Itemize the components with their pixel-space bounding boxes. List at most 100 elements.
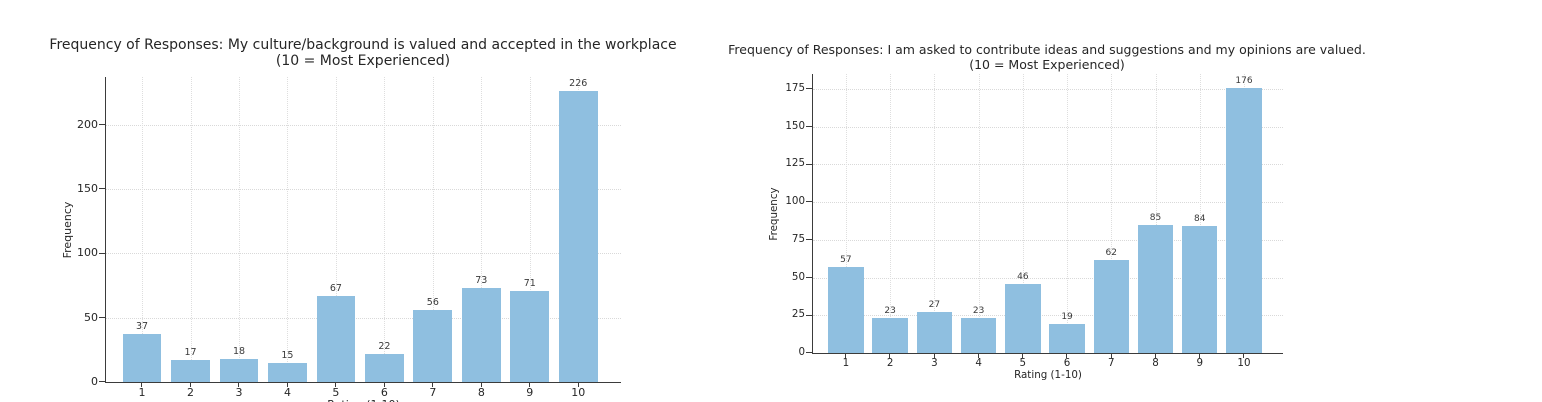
- x-gridline: [335, 77, 337, 382]
- y-tick-mark: [99, 123, 105, 125]
- x-tick-label: 5: [332, 386, 340, 399]
- x-gridline: [978, 74, 980, 353]
- x-gridline: [1067, 74, 1069, 353]
- x-gridline: [890, 74, 892, 353]
- x-gridline: [845, 74, 847, 353]
- plot-area: Frequency Rating (1-10) 0 25 50 75 100 125 150…: [768, 74, 1283, 381]
- x-tick-label: 2: [187, 386, 195, 399]
- x-tick-label: 8: [477, 386, 485, 399]
- x-tick-label: 8: [1152, 357, 1159, 369]
- x-tick-label: 2: [886, 357, 894, 369]
- x-tick-mark: [1243, 353, 1245, 358]
- y-tick-mark: [806, 126, 812, 128]
- y-tick-mark: [806, 239, 812, 241]
- bar: [364, 353, 404, 382]
- y-tick-mark: [806, 314, 812, 316]
- y-tick-label: 200: [77, 117, 98, 131]
- x-tick-mark: [432, 382, 434, 387]
- y-gridline: [106, 188, 621, 190]
- x-tick-label: 7: [1108, 357, 1115, 369]
- x-tick-label: 10: [1237, 357, 1251, 369]
- bar-value-label: 46: [1017, 271, 1029, 282]
- bar-value-label: 18: [232, 345, 246, 357]
- y-gridline: [813, 315, 1283, 317]
- x-tick-mark: [238, 382, 240, 387]
- x-tick-label: 3: [235, 386, 243, 399]
- bar: [510, 290, 550, 382]
- x-tick-label: 5: [1019, 357, 1027, 369]
- x-tick-label: 1: [842, 357, 850, 369]
- y-tick-label: 50: [84, 310, 98, 324]
- x-axis-label: Rating (1-10): [1014, 369, 1082, 381]
- x-tick-mark: [889, 353, 891, 358]
- x-tick-mark: [845, 353, 847, 358]
- y-gridline: [106, 317, 621, 319]
- x-tick-mark: [977, 353, 979, 358]
- x-tick-mark: [141, 382, 143, 387]
- bar: [916, 312, 953, 353]
- y-tick-mark: [99, 381, 105, 383]
- chart-subtitle: (10 = Most Experienced): [969, 57, 1125, 72]
- bar-value-label: 23: [884, 306, 896, 317]
- x-tick-label: 6: [380, 386, 388, 399]
- bar-value-label: 23: [972, 306, 985, 317]
- x-gridline: [384, 77, 386, 382]
- x-gridline: [1199, 74, 1201, 353]
- y-tick-label: 175: [785, 82, 805, 95]
- chart-title-block: Frequency of Responses: I am asked to co…: [697, 42, 1397, 72]
- bar: [461, 288, 501, 382]
- x-gridline: [1111, 74, 1113, 353]
- bar: [960, 318, 997, 353]
- y-gridline: [106, 253, 621, 255]
- y-tick-label: 25: [791, 308, 805, 321]
- y-gridline: [106, 124, 621, 126]
- y-tick-label: 0: [798, 346, 805, 358]
- y-tick-mark: [806, 276, 812, 278]
- x-gridline: [142, 77, 144, 382]
- chart-title: Frequency of Responses: I am asked to co…: [728, 42, 1366, 57]
- y-tick-mark: [99, 188, 105, 190]
- chart-subtitle: (10 = Most Experienced): [275, 53, 451, 69]
- bar: [268, 362, 307, 382]
- x-tick-mark: [933, 353, 935, 358]
- bar-value-label: 56: [426, 296, 439, 308]
- y-gridline: [813, 89, 1283, 91]
- y-tick-mark: [99, 252, 105, 254]
- bar: [413, 309, 453, 382]
- x-gridline: [238, 77, 240, 382]
- bar: [828, 267, 864, 353]
- y-tick-label: 125: [785, 157, 805, 170]
- x-axis-label: Rating (1-10): [106, 398, 621, 402]
- bar-value-label: 22: [378, 340, 391, 352]
- x-gridline: [934, 74, 936, 353]
- y-tick-label: 100: [785, 195, 805, 208]
- x-tick-mark: [1199, 353, 1201, 358]
- bar: [1005, 283, 1041, 353]
- x-gridline: [190, 77, 192, 382]
- x-tick-label: 4: [975, 357, 982, 369]
- x-tick-mark: [1154, 353, 1156, 358]
- bar: [1093, 259, 1129, 353]
- x-tick-label: 6: [1063, 357, 1071, 369]
- y-tick-label: 100: [77, 246, 98, 260]
- x-tick-mark: [383, 382, 385, 387]
- x-tick-mark: [480, 382, 482, 387]
- bar-value-label: 71: [523, 277, 536, 289]
- x-tick-mark: [335, 382, 337, 387]
- y-tick-label: 0: [91, 375, 98, 388]
- x-tick-mark: [529, 382, 531, 387]
- y-gridline: [813, 202, 1283, 204]
- y-gridline: [813, 277, 1283, 279]
- bar-value-label: 176: [1235, 75, 1253, 86]
- y-tick-label: 150: [785, 119, 805, 132]
- bar-value-label: 27: [928, 300, 941, 311]
- bar-value-label: 19: [1061, 312, 1073, 323]
- y-tick-label: 50: [791, 270, 805, 283]
- bar-value-label: 15: [281, 349, 294, 361]
- x-tick-label: 1: [138, 386, 146, 399]
- bar-value-label: 37: [136, 321, 149, 333]
- bar-value-label: 57: [840, 255, 852, 266]
- bar: [1049, 324, 1085, 353]
